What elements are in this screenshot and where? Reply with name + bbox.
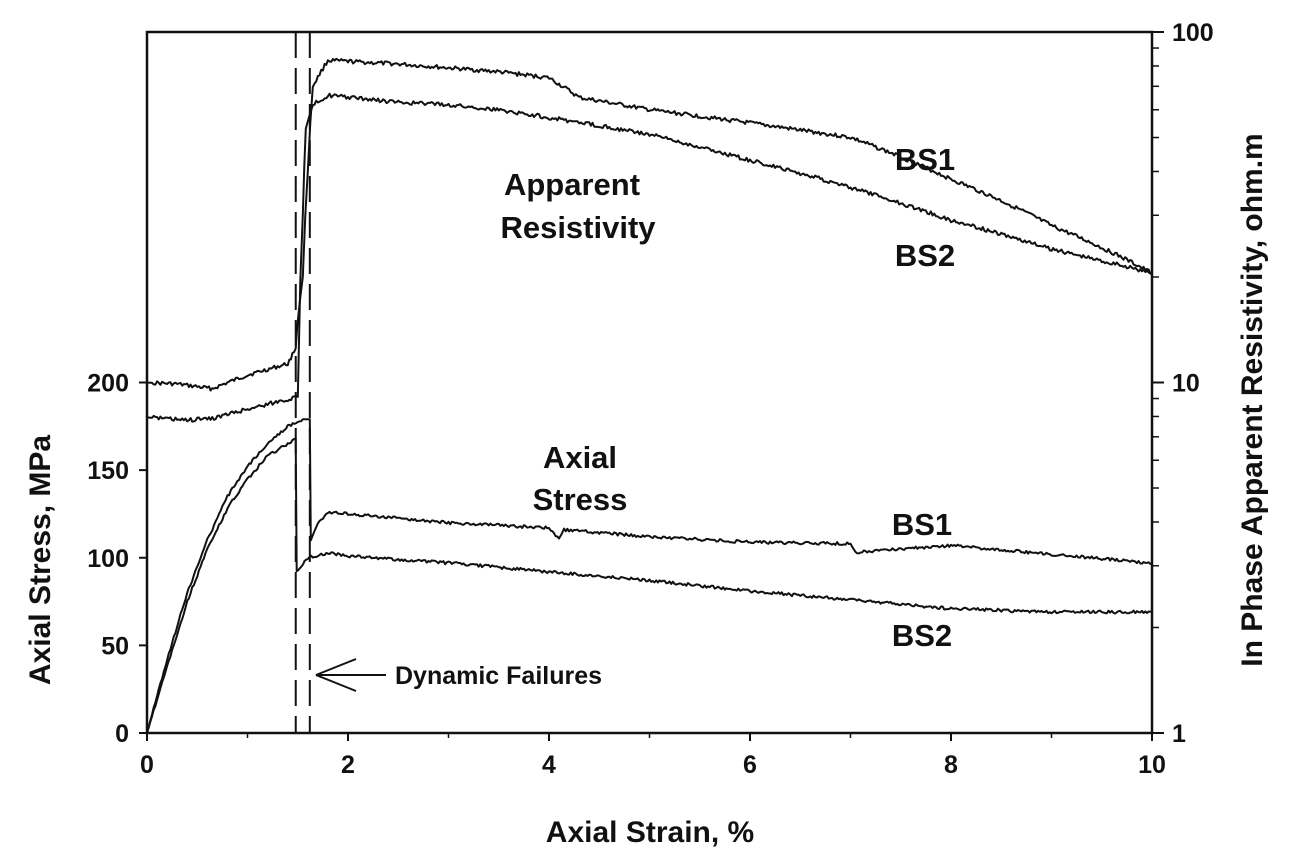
x-axis-title: Axial Strain, %: [546, 816, 754, 849]
y-axis-right-title: In Phase Apparent Resistivity, ohm.m: [1236, 133, 1269, 666]
x-tick-label: 0: [140, 751, 154, 779]
label-bs1-resistivity: BS1: [895, 142, 955, 177]
annotation-stress: Stress: [533, 482, 628, 517]
y-axis-left-title: Axial Stress, MPa: [24, 435, 57, 685]
label-bs2-resistivity: BS2: [895, 238, 955, 273]
y-left-tick-label: 150: [87, 457, 129, 485]
annotation-resistivity: Resistivity: [500, 210, 656, 245]
y-left-tick-label: 50: [101, 632, 129, 660]
annotation-apparent: Apparent: [504, 167, 640, 202]
series-line-bs2-stress: [146, 437, 1153, 734]
y-left-tick-label: 0: [115, 720, 129, 748]
annotations-layer: Axial Strain, % Axial Stress, MPa In Pha…: [24, 133, 1269, 849]
series-line-bs1-resistivity: [146, 57, 1153, 392]
annotation-axial: Axial: [543, 440, 617, 475]
label-dynamic-failures: Dynamic Failures: [395, 662, 602, 690]
y-right-tick-label: 100: [1172, 19, 1214, 47]
arrow-icon: [315, 658, 386, 692]
x-tick-label: 8: [944, 751, 958, 779]
series-layer: [146, 57, 1153, 734]
series-line-bs2-resistivity: [146, 92, 1153, 423]
series-line-bs1-stress: [146, 418, 1153, 734]
x-tick-label: 4: [542, 751, 556, 779]
y-left-tick-label: 200: [87, 370, 129, 398]
y-right-tick-label: 10: [1172, 370, 1200, 398]
label-bs1-stress: BS1: [892, 507, 952, 542]
label-bs2-stress: BS2: [892, 618, 952, 653]
y-left-tick-label: 100: [87, 545, 129, 573]
x-tick-label: 2: [341, 751, 355, 779]
x-tick-label: 10: [1138, 751, 1166, 779]
y-right-tick-label: 1: [1172, 720, 1186, 748]
x-tick-label: 6: [743, 751, 757, 779]
